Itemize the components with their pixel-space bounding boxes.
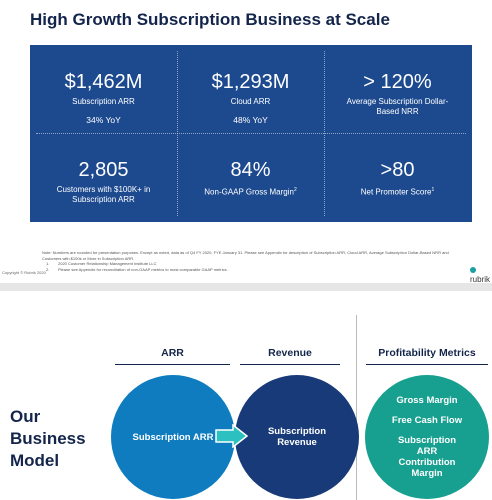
metric-item: Gross Margin (396, 395, 458, 406)
arrow-shape (215, 424, 249, 448)
arr-circle: Subscription ARR (111, 375, 235, 499)
metric-detail: 48% YoY (233, 115, 268, 125)
metrics-panel: $1,462M Subscription ARR 34% YoY $1,293M Clo… (30, 45, 472, 222)
metric-value: > 120% (363, 71, 432, 93)
logo: rubrik (470, 266, 492, 284)
metric: > 120% Average Subscription Dollar-Based … (324, 45, 471, 133)
metric: $1,462M Subscription ARR 34% YoY (30, 45, 177, 133)
metric-label: Non-GAAP Gross Margin2 (196, 185, 306, 198)
metric-value: $1,462M (64, 71, 143, 93)
column-heading: Revenue (240, 347, 340, 365)
profitability-circle: Gross Margin Free Cash Flow Subscription A… (365, 375, 489, 499)
metric: 2,805 Customers with $100K+ in Subscripti… (30, 133, 177, 221)
footnote-number: 2. (46, 266, 50, 272)
metric-label: Customers with $100K+ in Subscription AR… (49, 185, 159, 205)
metric: >80 Net Promoter Score1 (324, 133, 471, 221)
copyright: Copyright © Rubrik 2020 (2, 270, 46, 275)
metric-detail: 34% YoY (86, 115, 121, 125)
footnote-ref: 2 (293, 187, 297, 193)
metric-value: $1,293M (211, 71, 290, 93)
metric-item: Free Cash Flow (391, 415, 463, 426)
column-heading: Profitability Metrics (366, 347, 488, 365)
slide-title: Our Business Model (10, 407, 86, 470)
footnote-list: 1. 2020 Customer Relationship Management … (42, 261, 462, 272)
label-text: Customers with $100K+ in Subscription AR… (56, 185, 151, 204)
slide-separator (0, 283, 492, 291)
metric-value: 84% (230, 159, 271, 181)
metric-label: Average Subscription Dollar-Based NRR (343, 97, 453, 117)
label-text: Net Promoter Score (360, 187, 432, 197)
label-text: Subscription ARR (72, 97, 135, 106)
divider (36, 133, 466, 134)
footnote: 1. 2020 Customer Relationship Management … (42, 261, 462, 267)
label-text: Non-GAAP Gross Margin (204, 187, 294, 197)
column-heading: ARR (115, 347, 230, 365)
metric-label: Cloud ARR (196, 97, 306, 107)
circle-label: Subscription ARR (132, 431, 214, 443)
slide-title: High Growth Subscription Business at Sca… (30, 10, 390, 29)
footnote-text: Please see Appendix for reconciliation o… (58, 266, 228, 272)
footnote: 2. Please see Appendix for reconciliation… (42, 267, 462, 273)
metric: $1,293M Cloud ARR 48% YoY (177, 45, 324, 133)
metric: 84% Non-GAAP Gross Margin2 (177, 133, 324, 221)
label-text: Cloud ARR (230, 97, 271, 106)
revenue-circle: Subscription Revenue (235, 375, 359, 499)
footnote-ref: 1 (431, 187, 435, 193)
metric-value: 2,805 (78, 159, 129, 181)
footnote-number: 1. (46, 261, 50, 266)
footnote-text: 2020 Customer Relationship Management In… (58, 261, 157, 266)
metric-value: >80 (380, 159, 415, 181)
divider (356, 315, 357, 500)
arrow (215, 424, 249, 448)
note: Note: Numbers are rounded for presentati… (42, 250, 449, 261)
metric-item: Subscription ARR Contribution Margin (397, 435, 457, 479)
metric-label: Net Promoter Score1 (343, 185, 453, 198)
metric-label: Subscription ARR (49, 97, 159, 107)
label-text: Average Subscription Dollar-Based NRR (346, 97, 449, 116)
circle-label: Subscription Revenue (267, 426, 327, 448)
footnotes: Note: Numbers are rounded for presentati… (42, 250, 462, 272)
